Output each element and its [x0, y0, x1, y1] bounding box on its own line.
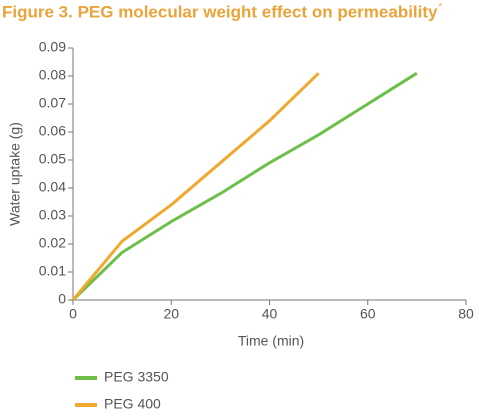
- y-tick-label: 0.05: [39, 151, 66, 167]
- x-tick-label: 20: [163, 306, 179, 322]
- y-tick-label: 0.02: [39, 235, 66, 251]
- y-tick-label: 0.01: [39, 263, 66, 279]
- x-tick-label: 0: [69, 306, 77, 322]
- data-line: [71, 71, 418, 302]
- x-tick-label: 40: [262, 306, 278, 322]
- x-tick-label: 60: [360, 306, 376, 322]
- y-tick-label: 0.03: [39, 207, 66, 223]
- title-note: *: [439, 1, 443, 11]
- legend-label: PEG 400: [104, 396, 161, 412]
- y-axis-label: Water uptake (g): [7, 122, 23, 226]
- chart-title: Figure 3. PEG molecular weight effect on…: [2, 2, 438, 21]
- y-tick-label: 0.04: [39, 179, 66, 195]
- x-axis-label: Time (min): [238, 333, 304, 349]
- y-tick-label: 0: [58, 291, 66, 307]
- y-tick-label: 0.06: [39, 123, 66, 139]
- data-line: [71, 72, 320, 301]
- y-tick-label: 0.08: [39, 67, 66, 83]
- y-tick-label: 0.07: [39, 95, 66, 111]
- y-tick-label: 0.09: [39, 39, 66, 55]
- x-tick-label: 80: [458, 306, 474, 322]
- legend-label: PEG 3350: [104, 369, 169, 385]
